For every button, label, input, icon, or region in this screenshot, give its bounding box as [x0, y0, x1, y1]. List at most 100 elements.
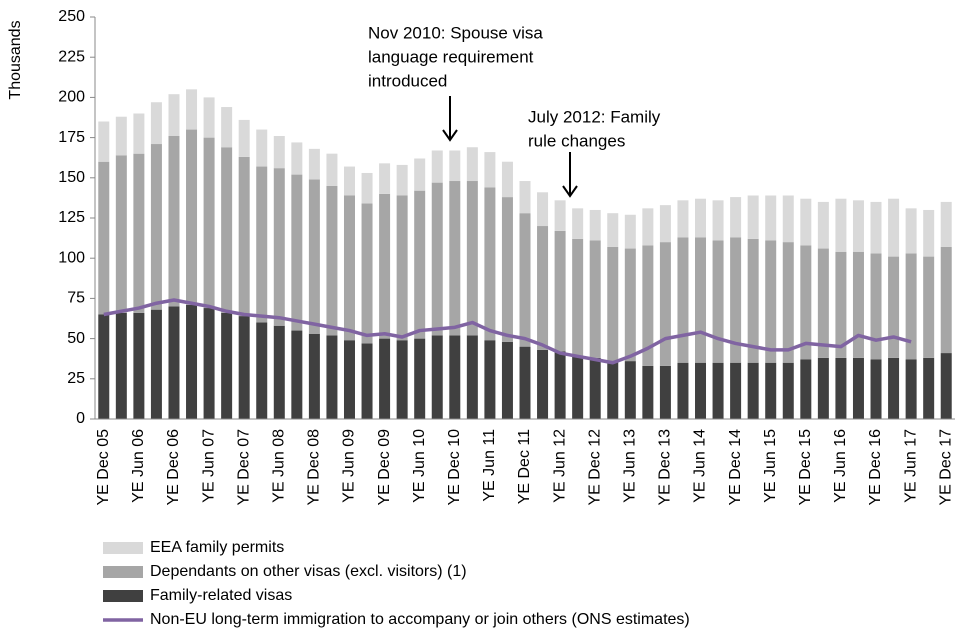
bar-segment [308, 148, 320, 180]
arrow [442, 96, 578, 198]
bar-segment [905, 359, 917, 419]
bar-segment [624, 214, 636, 249]
bar-segment [624, 248, 636, 362]
bar-segment [537, 226, 549, 350]
x-tick-label: YE Dec 08 [306, 429, 323, 506]
bar-segment [98, 121, 110, 162]
bar-segment [203, 137, 215, 309]
y-tick-label: 225 [58, 48, 85, 65]
bar-segment [484, 152, 496, 188]
bar-segment [466, 147, 478, 182]
bar-segment [115, 116, 127, 156]
bar-segment [133, 312, 145, 419]
x-tick-label: YE Jun 10 [411, 429, 428, 503]
bar-segment [800, 245, 812, 360]
x-tick-label: YE Jun 06 [130, 429, 147, 503]
bar-segment [326, 153, 338, 186]
bar-segment [835, 198, 847, 252]
bar-segment [449, 150, 461, 182]
bar-segment [572, 238, 584, 357]
x-tick-label: YE Jun 13 [622, 429, 639, 503]
bar-segment [326, 335, 338, 419]
bar-segment [115, 155, 127, 313]
y-tick-label: 50 [67, 330, 85, 347]
bar-segment [168, 94, 180, 136]
bar-segment [379, 338, 391, 419]
x-tick-label: YE Jun 11 [481, 429, 498, 502]
bar-segment [519, 213, 531, 347]
bar-segment [466, 335, 478, 419]
x-tick-label: YE Jun 14 [692, 429, 709, 503]
bar-segment [414, 190, 426, 339]
bar-segment [923, 209, 935, 257]
bar-segment [466, 181, 478, 336]
bar-segment [361, 172, 373, 204]
bar-segment [852, 251, 864, 358]
bar-segment [221, 107, 233, 148]
bar-segment [905, 208, 917, 254]
bar-segment [554, 351, 566, 419]
bar-segment [765, 195, 777, 241]
x-tick-label: YE Dec 14 [727, 429, 744, 506]
bar-segment [501, 341, 513, 419]
bar-segment [431, 182, 443, 336]
bar-segment [343, 166, 355, 196]
x-tick-label: YE Dec 12 [586, 429, 603, 506]
annotation: Nov 2010: Spouse visa [368, 23, 543, 42]
bar-segment [817, 248, 829, 358]
bar-segment [308, 333, 320, 419]
bar-segment [870, 201, 882, 254]
bar-segment [379, 163, 391, 194]
bar-segment [519, 346, 531, 419]
legend-label: Dependants on other visas (excl. visitor… [150, 563, 467, 580]
bar-segment [431, 150, 443, 183]
bar-segment [501, 161, 513, 198]
line-series [103, 298, 912, 365]
bar-segment [695, 198, 707, 238]
bar-segment [414, 158, 426, 191]
bar-segment [449, 181, 461, 336]
bar-segment [870, 253, 882, 360]
bar-segment [730, 362, 742, 419]
bar-segment [835, 357, 847, 419]
bar-segment [150, 102, 162, 145]
bar-segment [782, 242, 794, 363]
bar-segment [747, 362, 759, 419]
bar-segment [168, 135, 180, 307]
bar-segment [168, 306, 180, 419]
bar-segment [940, 201, 952, 247]
y-tick-label: 0 [76, 410, 85, 427]
bar-segment [852, 200, 864, 252]
annotation: rule changes [528, 131, 625, 150]
bar-segment [765, 362, 777, 419]
bar-segment [449, 335, 461, 419]
bar-segment [291, 174, 303, 331]
bar-segment [238, 119, 250, 157]
bar-segment [888, 198, 900, 257]
bar-segment [554, 230, 566, 352]
bar-segment [888, 256, 900, 358]
bar-segment [98, 161, 110, 315]
y-tick-label: 75 [67, 290, 85, 307]
bar-segment [238, 156, 250, 317]
bar-segment [800, 198, 812, 246]
bar-segment [940, 246, 952, 354]
bar-segment [150, 144, 162, 310]
bar-segment [537, 192, 549, 227]
x-tick-label: YE Jun 08 [271, 429, 288, 503]
bar-segment [677, 200, 689, 238]
x-tick-label: YE Dec 05 [95, 429, 112, 506]
bar-segment [712, 240, 724, 363]
bar-segment [379, 193, 391, 339]
y-tick-label: 100 [58, 249, 85, 266]
y-tick-label: 25 [67, 370, 85, 387]
annotation: introduced [368, 71, 447, 90]
bar-segment [537, 349, 549, 419]
bar-segment [607, 246, 619, 362]
bar-segment [923, 357, 935, 419]
bar-segment [554, 200, 566, 231]
bar-segment [747, 195, 759, 239]
bar-segment [677, 362, 689, 419]
bar-segment [256, 322, 268, 419]
